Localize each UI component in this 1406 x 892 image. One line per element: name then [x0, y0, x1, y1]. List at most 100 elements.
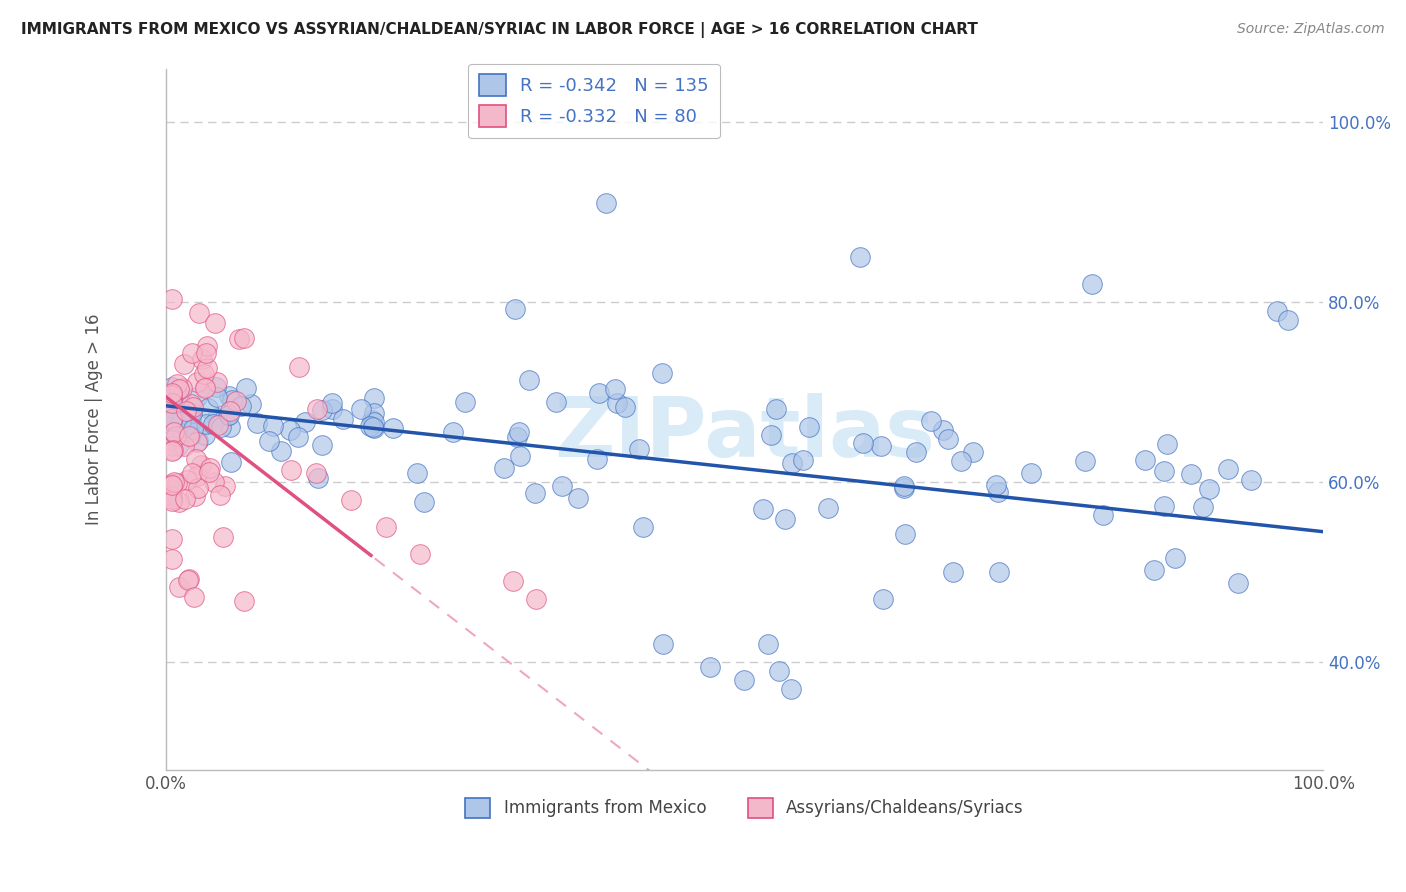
Point [186, 469, 208, 483]
Point [160, 488, 183, 502]
Point [294, 415, 316, 429]
Point [207, 417, 229, 432]
Point [160, 488, 183, 502]
Point [409, 547, 432, 561]
Point [259, 434, 281, 448]
Point [544, 394, 567, 409]
Point [176, 473, 198, 487]
Point [321, 396, 343, 410]
Point [190, 458, 212, 473]
Point [186, 390, 208, 404]
Point [167, 495, 190, 509]
Point [169, 414, 191, 428]
Point [202, 475, 225, 490]
Point [194, 427, 217, 442]
Point [894, 526, 917, 541]
Point [508, 425, 530, 439]
Point [179, 429, 201, 443]
Point [780, 456, 803, 470]
Point [246, 416, 269, 430]
Point [349, 402, 371, 417]
Point [984, 477, 1007, 491]
Point [179, 409, 201, 423]
Point [218, 389, 240, 403]
Point [517, 373, 540, 387]
Point [160, 292, 183, 306]
Point [160, 434, 183, 448]
Point [160, 392, 183, 406]
Point [197, 401, 219, 416]
Point [209, 488, 232, 502]
Point [177, 429, 200, 443]
Point [942, 565, 965, 579]
Point [205, 376, 228, 390]
Point [173, 439, 195, 453]
Point [849, 251, 872, 265]
Point [278, 423, 301, 437]
Point [1226, 575, 1249, 590]
Point [240, 397, 263, 411]
Point [166, 475, 188, 490]
Point [1265, 304, 1288, 318]
Point [1153, 464, 1175, 478]
Point [162, 475, 184, 489]
Point [187, 306, 209, 320]
Point [1080, 277, 1102, 292]
Point [198, 466, 221, 480]
Point [765, 402, 787, 417]
Point [180, 417, 202, 431]
Point [1074, 454, 1097, 468]
Point [374, 520, 396, 534]
Point [187, 434, 209, 449]
Point [359, 419, 381, 434]
Point [217, 409, 239, 423]
Legend: Immigrants from Mexico, Assyrians/Chaldeans/Syriacs: Immigrants from Mexico, Assyrians/Chalde… [458, 791, 1031, 825]
Point [1277, 313, 1299, 327]
Point [207, 411, 229, 425]
Point [340, 493, 363, 508]
Point [181, 400, 204, 414]
Point [287, 430, 309, 444]
Point [231, 399, 253, 413]
Point [699, 659, 721, 673]
Point [363, 406, 385, 420]
Point [288, 360, 311, 375]
Point [160, 414, 183, 428]
Point [779, 681, 801, 696]
Point [180, 397, 202, 411]
Point [170, 381, 193, 395]
Point [413, 494, 436, 508]
Point [186, 376, 208, 390]
Point [160, 551, 183, 566]
Point [797, 420, 820, 434]
Point [311, 403, 333, 417]
Point [162, 401, 184, 416]
Point [160, 388, 183, 402]
Point [179, 572, 201, 586]
Point [405, 466, 427, 480]
Point [176, 417, 198, 432]
Point [183, 591, 205, 605]
Point [551, 479, 574, 493]
Point [172, 413, 194, 427]
Point [193, 367, 215, 381]
Point [195, 360, 218, 375]
Point [167, 392, 190, 407]
Point [633, 520, 655, 534]
Point [194, 346, 217, 360]
Point [305, 467, 328, 481]
Point [170, 415, 193, 429]
Point [160, 439, 183, 453]
Point [160, 379, 183, 393]
Point [209, 420, 232, 434]
Point [586, 451, 609, 466]
Point [759, 428, 782, 442]
Point [962, 444, 984, 458]
Point [195, 417, 218, 431]
Point [169, 401, 191, 416]
Point [792, 453, 814, 467]
Point [652, 637, 675, 651]
Point [363, 391, 385, 405]
Point [160, 491, 183, 506]
Point [932, 424, 955, 438]
